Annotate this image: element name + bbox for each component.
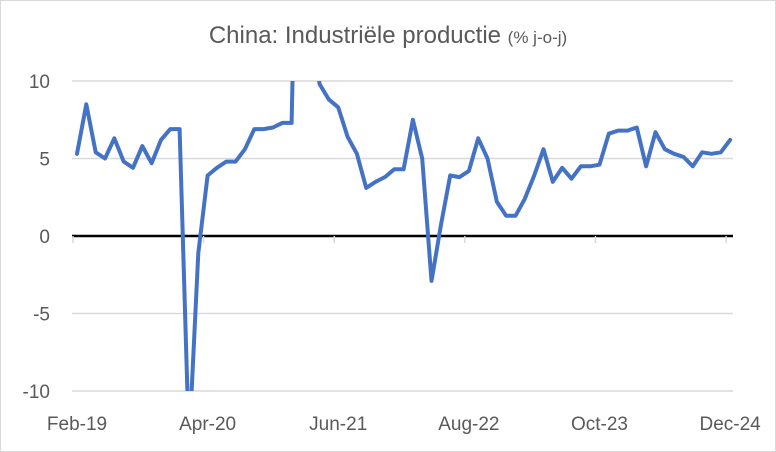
x-tick-label: Feb-19 <box>47 414 107 435</box>
x-tick-label: Oct-23 <box>571 414 628 435</box>
chart-title-main: China: Industriële productie <box>208 22 501 49</box>
x-tick-label: Aug-22 <box>438 414 499 435</box>
y-tick-label: -5 <box>33 305 50 326</box>
y-tick-label: 5 <box>39 150 50 171</box>
chart-title: China: Industriële productie (% j-o-j) <box>0 22 776 50</box>
y-tick-label: 10 <box>29 72 50 93</box>
chart-subtitle: (% j-o-j) <box>507 28 568 47</box>
y-tick-label: -10 <box>23 382 50 403</box>
x-tick-label: Apr-20 <box>179 414 236 435</box>
y-tick-label: 0 <box>39 227 50 248</box>
series-line <box>75 81 733 391</box>
x-tick-label: Jun-21 <box>309 414 367 435</box>
x-tick-label: Dec-24 <box>699 414 761 435</box>
